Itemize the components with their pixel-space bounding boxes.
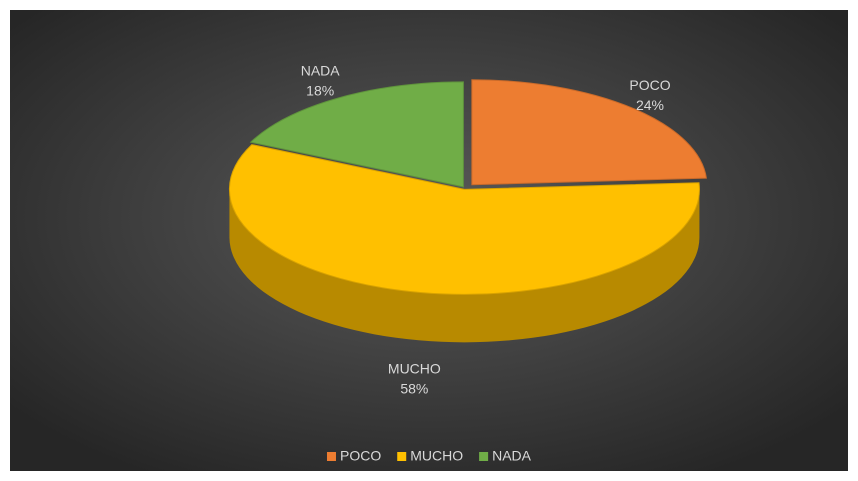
data-label-name: NADA xyxy=(301,62,341,78)
legend-swatch xyxy=(479,452,489,461)
pie-slice xyxy=(249,81,464,188)
legend-swatch xyxy=(326,452,336,461)
legend: POCO MUCHO NADA xyxy=(326,448,532,464)
legend-swatch xyxy=(397,452,407,461)
data-label-value: 18% xyxy=(306,82,334,98)
pie-slice-side xyxy=(229,189,700,343)
pie-slice xyxy=(471,79,707,186)
legend-label: POCO xyxy=(340,448,381,464)
data-label-name: MUCHO xyxy=(388,360,441,376)
data-label-name: POCO xyxy=(629,77,670,93)
data-label-value: 58% xyxy=(400,380,428,396)
data-label-value: 24% xyxy=(636,97,664,113)
legend-label: MUCHO xyxy=(410,448,463,464)
pie-slice xyxy=(228,144,700,295)
legend-label: NADA xyxy=(492,448,532,464)
